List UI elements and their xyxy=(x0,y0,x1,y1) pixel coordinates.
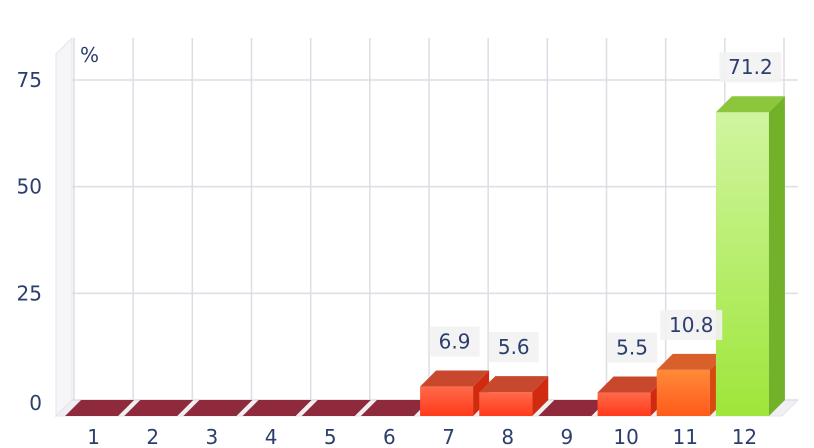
svg-text:10.8: 10.8 xyxy=(669,313,714,337)
bar xyxy=(183,400,253,416)
svg-text:5.5: 5.5 xyxy=(616,336,648,360)
x-tick-label: 10 xyxy=(613,425,638,448)
y-axis-ticks: 0 25 50 75 xyxy=(17,68,42,415)
x-axis-ticks: 1 2 3 4 5 6 7 8 9 10 11 12 xyxy=(87,425,757,448)
bar xyxy=(715,96,785,417)
data-label: 10.8 xyxy=(660,309,723,340)
bar xyxy=(301,400,371,416)
svg-text:5.6: 5.6 xyxy=(498,335,530,359)
bar xyxy=(538,400,608,416)
x-tick-label: 2 xyxy=(146,425,159,448)
x-tick-label: 1 xyxy=(87,425,100,448)
x-tick-label: 6 xyxy=(383,425,396,448)
y-tick-label: 0 xyxy=(29,391,42,415)
data-labels: 6.9 5.6 5.5 10.8 71.2 xyxy=(429,52,782,363)
data-label: 6.9 xyxy=(429,326,480,357)
data-label: 71.2 xyxy=(719,52,782,83)
x-tick-label: 11 xyxy=(673,425,698,448)
data-label: 5.6 xyxy=(488,332,539,363)
x-tick-label: 12 xyxy=(732,425,757,448)
x-tick-label: 8 xyxy=(501,425,514,448)
bar xyxy=(597,376,667,416)
x-tick-label: 7 xyxy=(442,425,455,448)
bars xyxy=(65,96,785,417)
bar xyxy=(360,400,430,416)
y-tick-label: 25 xyxy=(17,281,42,305)
bar xyxy=(656,353,726,416)
bar xyxy=(420,370,490,416)
bar xyxy=(479,376,549,416)
svg-text:71.2: 71.2 xyxy=(728,55,773,79)
bar xyxy=(124,400,194,416)
unit-label: % xyxy=(80,43,99,67)
bar xyxy=(242,400,312,416)
y-tick-label: 75 xyxy=(17,68,42,92)
x-tick-label: 9 xyxy=(561,425,574,448)
y-tick-label: 50 xyxy=(17,175,42,199)
x-tick-label: 5 xyxy=(324,425,337,448)
svg-text:6.9: 6.9 xyxy=(439,330,471,354)
x-tick-label: 3 xyxy=(206,425,219,448)
x-tick-label: 4 xyxy=(265,425,278,448)
data-label: 5.5 xyxy=(607,332,658,363)
bar xyxy=(65,400,135,416)
